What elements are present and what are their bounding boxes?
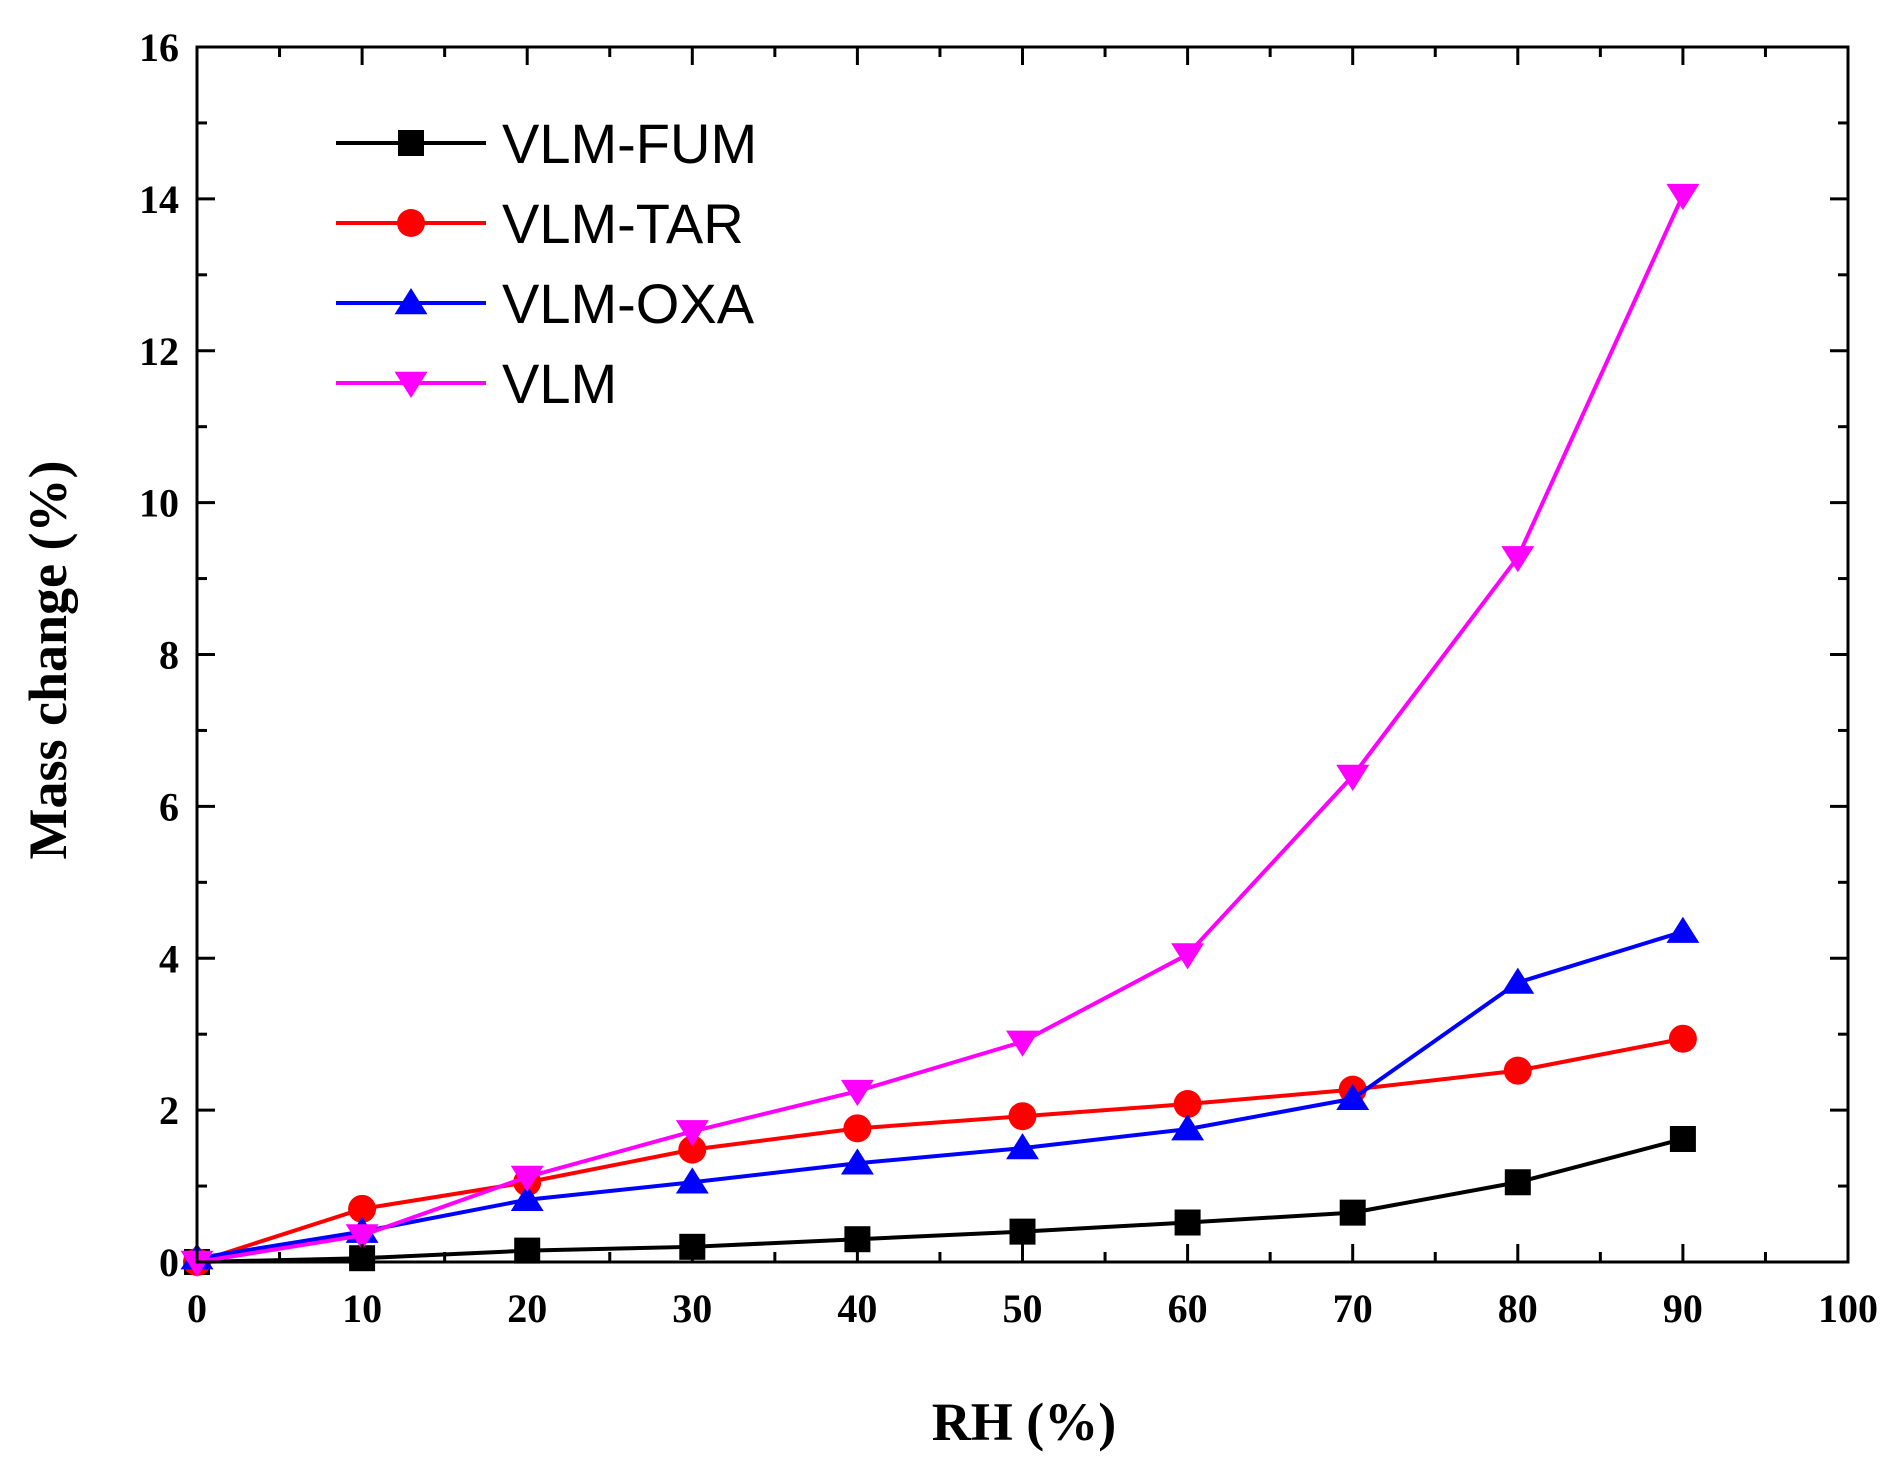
data-point (1009, 1218, 1036, 1245)
data-point (1504, 1169, 1531, 1196)
y-tick-label: 2 (159, 1088, 179, 1133)
data-point (348, 1194, 377, 1223)
data-point (510, 1165, 544, 1192)
series-vlm (180, 183, 1700, 1277)
data-point (1501, 967, 1535, 994)
data-point (675, 1120, 709, 1147)
data-point (1008, 1102, 1037, 1131)
plot-frame (195, 45, 1850, 1264)
legend: VLM-FUM VLM-TAR VLM-OXA VLM (336, 112, 757, 415)
data-point (678, 1135, 707, 1164)
data-point (843, 1114, 872, 1143)
data-point (1171, 943, 1205, 970)
data-point (1501, 546, 1535, 573)
data-point (1339, 1199, 1366, 1226)
legend-label: VLM-TAR (502, 192, 744, 255)
y-tick-label: 12 (139, 329, 179, 374)
legend-label: VLM (502, 352, 617, 415)
legend-item: VLM-TAR (336, 192, 744, 255)
data-point (1336, 1083, 1370, 1110)
data-point (180, 1250, 214, 1277)
legend-label: VLM-FUM (502, 112, 757, 175)
x-tick-label: 20 (507, 1286, 547, 1331)
data-point (510, 1184, 544, 1211)
legend-marker (394, 371, 428, 398)
data-point (1006, 1030, 1039, 1057)
data-point (1666, 916, 1700, 943)
data-point (345, 1224, 379, 1251)
data-point (1173, 1090, 1202, 1119)
y-tick-label: 6 (159, 784, 179, 829)
data-point (1174, 1209, 1201, 1236)
x-tick-label: 100 (1818, 1286, 1878, 1331)
y-tick-label: 14 (139, 177, 179, 222)
legend-label: VLM-OXA (502, 272, 755, 335)
x-tick-label: 30 (672, 1286, 712, 1331)
x-tick-label: 40 (837, 1286, 877, 1331)
legend-marker (394, 288, 428, 315)
x-tick-label: 10 (342, 1286, 382, 1331)
y-tick-label: 10 (139, 481, 179, 526)
y-tick-label: 8 (159, 633, 179, 678)
series-line (196, 1036, 1684, 1264)
series-line (196, 929, 1684, 1261)
data-point (1668, 1024, 1697, 1053)
data-point (1006, 1133, 1039, 1160)
legend-item: VLM (336, 352, 617, 415)
legend-item: VLM-OXA (336, 272, 755, 335)
axes: 0 10 20 30 40 50 60 70 80 90 100 0 2 4 6 8 10 12 14 16 (139, 25, 1878, 1331)
data-point (1171, 1114, 1205, 1141)
x-tick-label: 70 (1333, 1286, 1373, 1331)
series-vlm-oxa (180, 916, 1700, 1270)
legend-marker (398, 130, 424, 156)
x-tick-label: 90 (1663, 1286, 1703, 1331)
x-tick-label: 60 (1168, 1286, 1208, 1331)
y-tick-label: 16 (139, 25, 179, 70)
data-point (1666, 183, 1700, 211)
legend-item: VLM-FUM (336, 112, 757, 175)
y-axis-title: Mass change (%) (18, 461, 78, 860)
x-tick-label: 80 (1498, 1286, 1538, 1331)
data-point (675, 1167, 709, 1194)
series-line (196, 194, 1685, 1264)
y-tick-label: 0 (159, 1240, 179, 1285)
data-point (1503, 1056, 1532, 1085)
data-point (1669, 1125, 1696, 1152)
data-point (840, 1079, 874, 1107)
x-tick-label: 0 (187, 1286, 207, 1331)
data-point (840, 1148, 874, 1175)
legend-marker (397, 209, 425, 237)
data-point (1336, 764, 1370, 791)
series-layer (180, 183, 1700, 1277)
y-tick-label: 4 (159, 936, 179, 981)
x-axis-title: RH (%) (932, 1392, 1116, 1452)
series-vlm-tar (183, 1024, 1697, 1276)
x-tick-label: 50 (1003, 1286, 1043, 1331)
